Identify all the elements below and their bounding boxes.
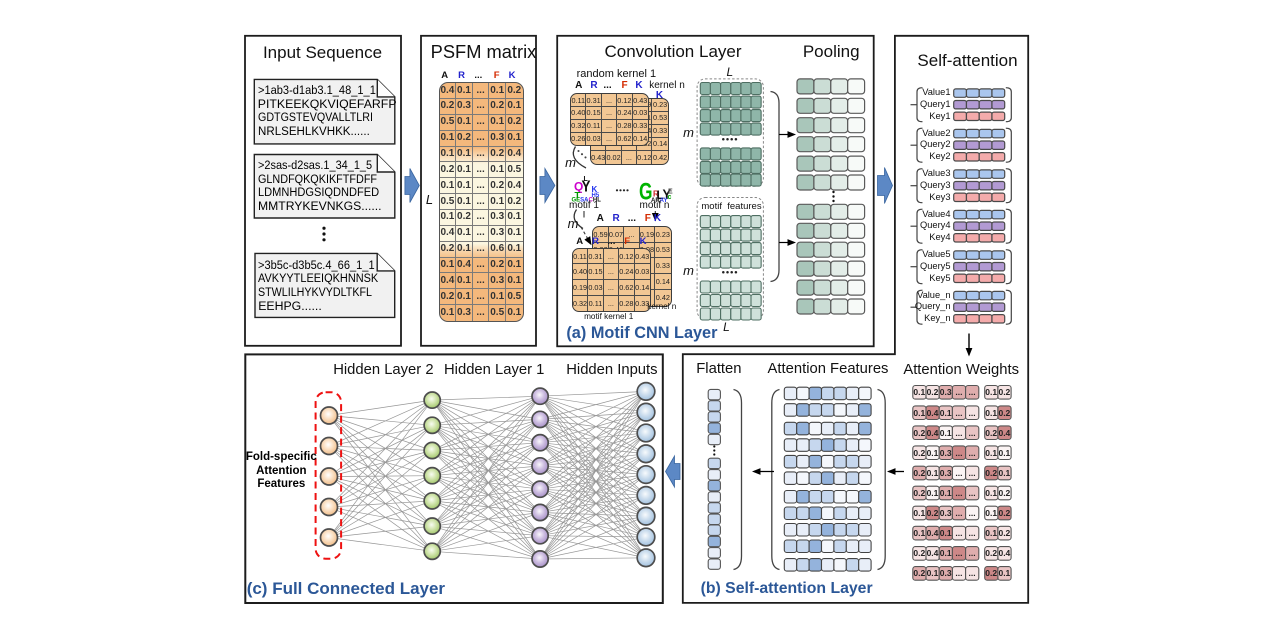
svg-text:L: L [584, 176, 589, 183]
svg-text:c: c [668, 194, 672, 201]
svg-text:Y: Y [663, 186, 672, 202]
svg-text:T: T [575, 191, 581, 202]
svg-text:ARAY: ARAY [651, 198, 667, 204]
svg-text:Y: Y [582, 179, 591, 196]
svg-text:K: K [592, 185, 598, 194]
svg-text:G: G [639, 179, 653, 206]
svg-text:GESACHL: GESACHL [572, 198, 602, 204]
svg-text:R: R [653, 190, 659, 199]
svg-text:L: L [657, 188, 664, 202]
svg-text:E: E [668, 189, 673, 196]
svg-text:H5: H5 [592, 193, 600, 199]
svg-text:Q: Q [574, 180, 583, 194]
